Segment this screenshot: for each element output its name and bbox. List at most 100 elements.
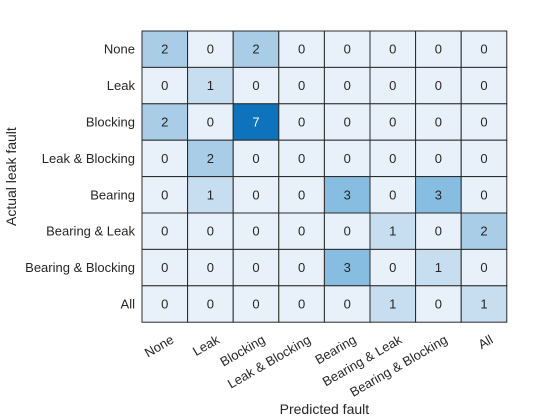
row-label: None <box>104 42 135 57</box>
cell-value: 0 <box>298 42 305 57</box>
heatmap-cell <box>278 66 325 105</box>
heatmap-cell <box>460 176 508 214</box>
cell-value: 3 <box>344 187 351 202</box>
heatmap-cell <box>460 212 508 250</box>
cell-value: 0 <box>252 151 259 166</box>
cell-value: 0 <box>207 42 214 57</box>
heatmap-cell <box>141 285 189 323</box>
cell-value: 1 <box>207 187 214 202</box>
row-label: Bearing <box>90 187 135 202</box>
heatmap-cell <box>415 212 462 250</box>
heatmap-cell <box>232 248 280 287</box>
cell-value: 0 <box>298 115 305 130</box>
heatmap-cell <box>323 176 371 214</box>
cell-value: 0 <box>480 115 487 130</box>
cell-value: 0 <box>207 115 214 130</box>
heatmap-cell <box>323 103 371 141</box>
cell-value: 0 <box>435 115 442 130</box>
cell-value: 1 <box>435 260 442 275</box>
heatmap-cell <box>232 139 280 178</box>
cell-value: 0 <box>161 260 168 275</box>
heatmap-cell <box>232 285 280 323</box>
cell-value: 0 <box>161 224 168 239</box>
cell-value: 1 <box>480 297 487 312</box>
cell-value: 0 <box>480 78 487 93</box>
heatmap-cell <box>187 248 234 287</box>
row-label: Leak & Blocking <box>42 151 135 166</box>
row-label: Blocking <box>86 115 135 130</box>
cell-value: 0 <box>161 297 168 312</box>
cell-value: 0 <box>344 224 351 239</box>
cell-value: 0 <box>298 78 305 93</box>
cell-value: 0 <box>252 260 259 275</box>
heatmap-cell <box>278 285 325 323</box>
heatmap-cell <box>141 30 189 68</box>
cell-value: 0 <box>389 78 396 93</box>
cell-value: 0 <box>389 260 396 275</box>
cell-value: 0 <box>435 78 442 93</box>
heatmap-cell <box>278 176 325 214</box>
cell-value: 0 <box>344 151 351 166</box>
cell-value: 1 <box>389 224 396 239</box>
cell-value: 0 <box>344 78 351 93</box>
row-label: Bearing & Blocking <box>25 260 135 275</box>
cell-value: 7 <box>252 115 259 130</box>
cell-value: 0 <box>252 78 259 93</box>
cell-value: 2 <box>480 224 487 239</box>
cell-value: 3 <box>435 187 442 202</box>
cell-value: 0 <box>161 151 168 166</box>
cell-value: 2 <box>161 115 168 130</box>
row-labels: None Leak Blocking Leak & Blocking Bearing Be… <box>25 42 135 312</box>
cell-value: 0 <box>435 42 442 57</box>
cell-value: 0 <box>389 187 396 202</box>
heatmap-cell <box>187 103 234 141</box>
cell-value: 3 <box>344 260 351 275</box>
cell-value: 1 <box>207 78 214 93</box>
column-label: All <box>475 332 495 352</box>
heatmap-cell <box>415 103 462 141</box>
cell-value: 0 <box>207 297 214 312</box>
cell-value: 0 <box>435 151 442 166</box>
heatmap-cell <box>187 66 234 105</box>
row-label: Bearing & Leak <box>46 224 135 239</box>
x-axis-title: Predicted fault <box>280 401 370 417</box>
cell-value: 0 <box>298 151 305 166</box>
heatmap-cell <box>141 248 189 287</box>
cell-value: 1 <box>389 297 396 312</box>
cell-value: 0 <box>298 297 305 312</box>
heatmap-cell <box>323 248 371 287</box>
cell-value: 2 <box>252 42 259 57</box>
cell-value: 0 <box>161 78 168 93</box>
y-axis-title: Actual leak fault <box>3 127 19 226</box>
cell-value: 0 <box>389 42 396 57</box>
cell-value: 0 <box>344 42 351 57</box>
cell-value: 0 <box>161 187 168 202</box>
heatmap-cell <box>460 30 508 68</box>
row-label: All <box>121 297 136 312</box>
column-label: Leak <box>190 332 222 359</box>
heatmap-cell <box>460 248 508 287</box>
cell-value: 0 <box>207 224 214 239</box>
heatmap-cell <box>278 103 325 141</box>
cell-value: 0 <box>298 187 305 202</box>
cell-value: 0 <box>252 187 259 202</box>
heatmap-cell <box>278 139 325 178</box>
heatmap-cell <box>415 139 462 178</box>
heatmap-cell <box>460 103 508 141</box>
cell-value: 0 <box>435 224 442 239</box>
column-label: None <box>142 332 176 361</box>
row-label: Leak <box>107 78 136 93</box>
cell-value: 0 <box>344 297 351 312</box>
cell-value: 0 <box>389 151 396 166</box>
heatmap-cell <box>415 248 462 287</box>
heatmap-cell <box>323 285 371 323</box>
heatmap-cell <box>460 66 508 105</box>
heatmap-cell <box>232 103 280 141</box>
heatmap-cell <box>369 212 417 250</box>
heatmap-cell <box>369 66 417 105</box>
heatmap-cell <box>369 285 417 323</box>
heatmap-cell <box>369 248 417 287</box>
heatmap-cell <box>323 139 371 178</box>
